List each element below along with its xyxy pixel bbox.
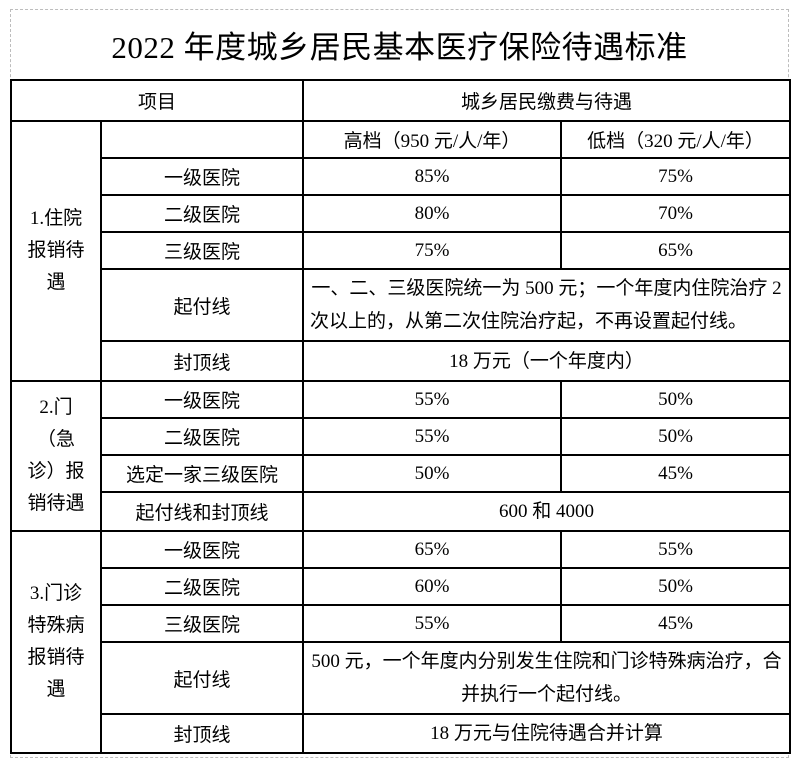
- merged-value: 18 万元（一个年度内）: [302, 340, 792, 382]
- row-label: 一级医院: [99, 157, 305, 196]
- value-high: 80%: [302, 194, 563, 233]
- table-row: 起付线 500 元，一个年度内分别发生住院和门诊特殊病治疗，合并执行一个起付线。: [11, 641, 792, 715]
- header-item-cell: 项目: [9, 79, 305, 122]
- group-cell-special-disease: 3.门诊 特殊病 报销待 遇: [10, 530, 102, 754]
- table-row: 起付线 一、二、三级医院统一为 500 元；一个年度内住院治疗 2 次以上的，从…: [11, 268, 792, 342]
- row-label: 选定一家三级医院: [99, 454, 305, 493]
- group-cell-outpatient: 2.门 （急 诊）报 销待遇: [10, 380, 102, 532]
- tier-high-cell: 高档（950 元/人/年）: [302, 120, 563, 159]
- value-high: 55%: [302, 604, 563, 643]
- row-label: 起付线: [99, 641, 305, 715]
- value-high: 65%: [302, 530, 563, 569]
- document-frame: 2022 年度城乡居民基本医疗保险待遇标准 项目 城乡居民缴费与待遇 1.住院 …: [9, 9, 792, 758]
- merged-value: 一、二、三级医院统一为 500 元；一个年度内住院治疗 2 次以上的，从第二次住…: [302, 268, 792, 342]
- table-row: 封顶线 18 万元（一个年度内）: [11, 340, 792, 382]
- value-low: 55%: [560, 530, 792, 569]
- table-row: 二级医院 60% 50%: [11, 567, 792, 606]
- table-header-row: 项目 城乡居民缴费与待遇: [9, 79, 792, 122]
- table-row: 封顶线 18 万元与住院待遇合并计算: [11, 713, 792, 754]
- row-label: 二级医院: [99, 417, 305, 456]
- row-label: 一级医院: [99, 380, 305, 419]
- row-label: 起付线和封顶线: [99, 491, 305, 532]
- row-label: 封顶线: [99, 713, 305, 754]
- value-low: 65%: [560, 231, 792, 270]
- table-row: 二级医院 55% 50%: [11, 417, 792, 456]
- value-high: 55%: [302, 417, 563, 456]
- tier-low-cell: 低档（320 元/人/年）: [560, 120, 792, 159]
- value-low: 50%: [560, 567, 792, 606]
- table-row: 起付线和封顶线 600 和 4000: [11, 491, 792, 532]
- value-low: 50%: [560, 417, 792, 456]
- merged-value: 18 万元与住院待遇合并计算: [302, 713, 792, 754]
- row-label: 三级医院: [99, 231, 305, 270]
- row-label: 二级医院: [99, 567, 305, 606]
- value-low: 50%: [560, 380, 792, 419]
- row-label: 起付线: [99, 268, 305, 342]
- header-payment-cell: 城乡居民缴费与待遇: [302, 79, 792, 122]
- tier-spacer-cell: [99, 120, 305, 159]
- benefits-table: 项目 城乡居民缴费与待遇 1.住院 报销待 遇 高档（950 元/人/年） 低档…: [9, 79, 792, 754]
- value-low: 45%: [560, 604, 792, 643]
- tier-header-row: 1.住院 报销待 遇 高档（950 元/人/年） 低档（320 元/人/年）: [10, 120, 792, 382]
- row-label: 三级医院: [99, 604, 305, 643]
- table-row: 一级医院 85% 75%: [11, 157, 792, 196]
- value-low: 45%: [560, 454, 792, 493]
- group-cell-hospitalization: 1.住院 报销待 遇: [10, 120, 102, 382]
- value-high: 55%: [302, 380, 563, 419]
- table-row: 2.门 （急 诊）报 销待遇 一级医院 55% 50%: [10, 380, 792, 532]
- table-row: 3.门诊 特殊病 报销待 遇 一级医院 65% 55%: [10, 530, 792, 754]
- row-label: 二级医院: [99, 194, 305, 233]
- value-high: 50%: [302, 454, 563, 493]
- merged-value: 600 和 4000: [302, 491, 792, 532]
- merged-value: 500 元，一个年度内分别发生住院和门诊特殊病治疗，合并执行一个起付线。: [302, 641, 792, 715]
- value-high: 75%: [302, 231, 563, 270]
- value-high: 60%: [302, 567, 563, 606]
- document-title: 2022 年度城乡居民基本医疗保险待遇标准: [111, 30, 688, 65]
- value-high: 85%: [302, 157, 563, 196]
- row-label: 一级医院: [99, 530, 305, 569]
- row-label: 封顶线: [99, 340, 305, 382]
- table-row: 三级医院 75% 65%: [11, 231, 792, 270]
- value-low: 75%: [560, 157, 792, 196]
- table-row: 选定一家三级医院 50% 45%: [11, 454, 792, 493]
- table-row: 三级医院 55% 45%: [11, 604, 792, 643]
- table-row: 二级医院 80% 70%: [11, 194, 792, 233]
- value-low: 70%: [560, 194, 792, 233]
